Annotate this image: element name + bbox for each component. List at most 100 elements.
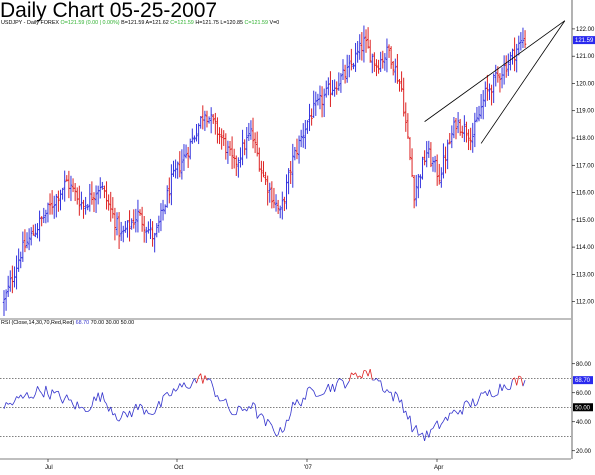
rsi-segment: [338, 378, 342, 380]
rsi-segment: [118, 417, 122, 422]
price-bar: [356, 41, 359, 63]
price-bar: [203, 110, 207, 131]
price-bar: [96, 185, 100, 205]
price-bar: [111, 197, 115, 219]
price-bar: [371, 53, 374, 74]
price-bar: [486, 74, 489, 101]
price-bar: [149, 218, 152, 239]
rsi-segment: [334, 383, 338, 392]
rsi-segment: [106, 403, 110, 412]
price-bar: [446, 139, 449, 170]
price-bar: [274, 194, 278, 212]
price-bar: [15, 255, 18, 290]
rsi-segment: [313, 390, 317, 397]
rsi-segment: [438, 423, 442, 429]
rsi-segment: [175, 388, 178, 392]
price-bar: [36, 223, 39, 239]
price-bar: [130, 218, 133, 230]
rsi-segment: [14, 396, 17, 402]
rsi-segment: [37, 386, 40, 391]
price-bar: [245, 126, 248, 159]
price-bar: [199, 116, 202, 129]
price-y-tick-label: 117.00: [576, 163, 595, 169]
rsi-segment: [58, 391, 61, 399]
rsi-segment: [503, 384, 507, 389]
price-bar: [226, 140, 230, 164]
price-bar: [335, 81, 338, 95]
price-bar: [251, 117, 255, 149]
price-bar: [99, 177, 102, 199]
price-bar: [456, 112, 460, 134]
price-bar: [444, 146, 447, 174]
ask-label: A=121.62: [145, 20, 169, 26]
rsi-segment: [208, 378, 212, 381]
low-label: L=120.85: [220, 20, 243, 26]
rsi-segment: [244, 408, 248, 412]
price-bar: [205, 110, 209, 128]
rsi-segment: [246, 406, 250, 412]
rsi-segment: [332, 383, 336, 392]
price-bar: [316, 93, 320, 106]
price-bar: [159, 203, 163, 232]
price-bar: [366, 27, 370, 49]
price-panel: [0, 20, 571, 320]
rsi-segment: [158, 401, 162, 408]
price-bar: [473, 112, 477, 148]
open-change-label: O=121.59 (0.00 | 0.00%): [60, 20, 120, 26]
price-bar: [209, 107, 213, 134]
price-bar: [412, 175, 416, 209]
rsi-segment: [91, 396, 95, 407]
price-bar: [80, 191, 83, 210]
page-title: Daily Chart 05-25-2007: [0, 0, 218, 22]
rsi-segment: [495, 394, 499, 396]
rsi-segment: [294, 399, 298, 406]
price-bar: [170, 164, 173, 206]
rsi-segment: [457, 409, 461, 415]
price-bar: [44, 209, 48, 224]
rsi-segment: [309, 386, 312, 390]
rsi-segment: [79, 406, 82, 409]
price-bar: [178, 151, 181, 178]
rsi-segment: [89, 406, 93, 411]
price-bar: [50, 190, 54, 215]
rsi-segment: [491, 395, 494, 398]
price-bar: [492, 73, 495, 103]
price-bar: [515, 43, 518, 73]
price-bar: [415, 174, 418, 207]
price-bar: [65, 175, 68, 182]
price-bar: [410, 148, 414, 178]
rsi-segment: [508, 388, 511, 391]
price-y-tick-label: 112.00: [576, 300, 595, 306]
price-bar: [287, 168, 290, 195]
price-bar: [438, 163, 441, 185]
price-bar: [42, 207, 45, 224]
price-bar: [197, 123, 200, 145]
price-bar: [155, 223, 158, 238]
rsi-segment: [340, 379, 344, 382]
price-bar: [109, 191, 112, 222]
price-bar: [276, 199, 280, 214]
price-bar: [230, 136, 234, 170]
price-bar: [509, 51, 512, 71]
price-bar: [404, 102, 407, 132]
price-bar: [90, 181, 94, 205]
bid-label: B=121.59: [121, 20, 145, 26]
price-bar: [394, 58, 397, 83]
price-bar: [440, 167, 443, 188]
rsi-segment: [380, 380, 384, 391]
price-bar: [431, 156, 435, 172]
price-bar: [333, 79, 336, 97]
price-bar: [262, 161, 265, 178]
price-bar: [408, 137, 412, 161]
price-bar: [348, 54, 351, 78]
rsi-mid-badge: [573, 403, 593, 412]
rsi-segment: [466, 400, 469, 404]
rsi-segment: [359, 375, 363, 379]
price-bar: [362, 25, 366, 63]
price-bar: [40, 216, 43, 227]
price-bar: [306, 120, 309, 134]
rsi-segment: [173, 388, 176, 392]
price-bar: [237, 157, 240, 178]
rsi-segment: [409, 415, 413, 433]
price-bar: [479, 94, 483, 119]
